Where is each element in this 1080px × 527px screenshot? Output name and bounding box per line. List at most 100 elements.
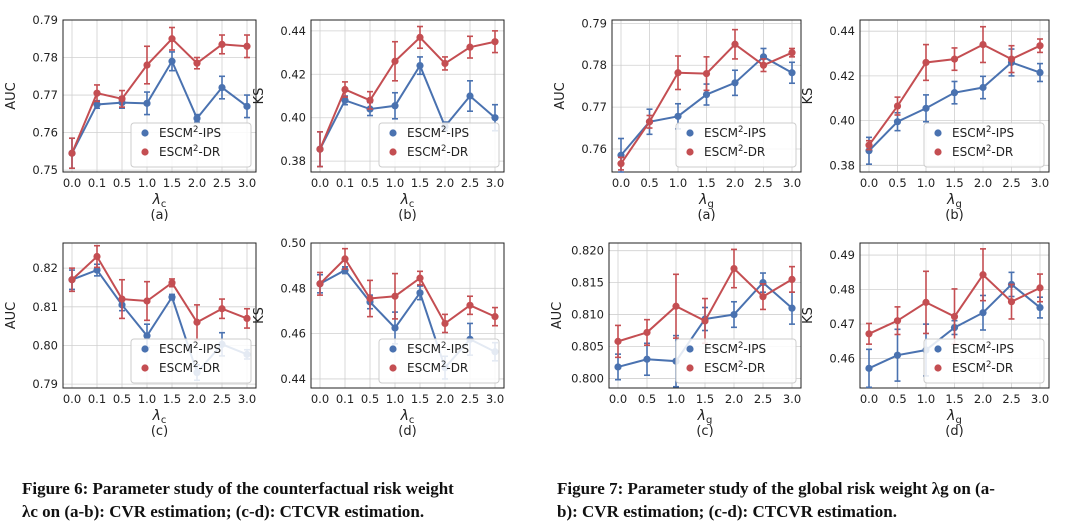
data-point [93,266,101,274]
y-axis-label: KS [252,307,267,324]
chart-f7b: 0.38 0.40 0.42 0.44 0.0 0.5 1.0 1.5 2.0 2.5 3.0 KS λ… [801,19,1050,223]
y-tick-label: 0.50 [280,236,306,250]
data-point [491,114,499,122]
data-point [168,57,176,65]
series-line-dr [71,254,248,324]
legend-marker [389,148,397,156]
x-axis-label: λc [400,408,415,426]
y-tick-label: 0.40 [280,111,306,125]
legend-marker [686,148,694,156]
x-tick-label: 1.0 [667,392,685,406]
x-tick-label: 0.0 [63,392,81,406]
data-point [922,58,930,67]
data-point [701,317,709,325]
x-tick-label: 3.0 [783,176,801,190]
plot-frame [62,242,257,389]
legend: ESCM2-IPS ESCM2-DR [675,338,797,384]
x-tick-label: 0.5 [638,392,656,406]
legend-label: ESCM2-IPS [159,125,221,140]
data-point [68,276,76,284]
x-axis-label: λg [698,192,714,210]
x-tick-label: 0.1 [336,176,354,190]
x-tick-label: 1.0 [386,176,404,190]
data-point [391,324,399,332]
legend-label: ESCM2-IPS [952,341,1014,356]
data-point [893,102,902,110]
legend-marker [389,364,397,372]
data-point [416,274,424,282]
plot-frame [310,242,505,389]
data-point [68,149,76,157]
data-point [674,69,682,77]
data-point [143,61,151,69]
legend-marker [934,364,942,372]
x-tick-label: 2.0 [436,176,454,190]
legend: ESCM2-IPS ESCM2-DR [130,338,252,384]
y-tick-label: 0.805 [571,339,604,353]
plot-frame [608,242,802,389]
y-axis-label: AUC [4,82,19,110]
chart-f7d: 0.46 0.47 0.48 0.49 0.0 0.5 1.0 1.5 2.0 2.5 3.0 KS λ… [801,242,1050,439]
x-tick-label: 1.5 [411,392,429,406]
x-tick-label: 2.5 [1002,392,1020,406]
legend-label: ESCM2-IPS [159,341,221,356]
x-tick-label: 1.0 [386,392,404,406]
series-line-dr [319,35,496,150]
data-point [1036,284,1044,292]
y-tick-label: 0.44 [280,24,306,38]
data-point [193,114,201,122]
data-point [243,102,251,110]
data-point [617,160,625,168]
data-point [441,59,449,68]
legend-marker [934,129,942,137]
data-point [491,313,499,321]
data-point [316,280,324,288]
data-point [730,310,738,319]
y-tick-label: 0.80 [32,338,58,352]
y-axis-label: AUC [4,302,19,330]
plot-frame [62,19,257,173]
data-point [143,297,151,305]
data-point [416,289,424,297]
legend-label: ESCM2-DR [159,144,220,159]
data-point [672,302,680,310]
legend-box [923,122,1045,168]
data-point [218,83,226,92]
plot-frame [859,19,1050,173]
data-point [979,309,987,317]
data-point [731,40,739,48]
x-tick-label: 3.0 [486,392,504,406]
y-tick-label: 0.820 [571,244,604,258]
panel-sublabel: (b) [398,208,416,223]
data-point [168,293,176,301]
x-tick-label: 3.0 [486,176,504,190]
y-axis-label: KS [801,307,816,324]
figure-6-caption-line-1: Figure 6: Parameter study of the counter… [22,479,454,498]
data-point [341,85,349,94]
x-tick-label: 1.5 [697,176,715,190]
data-point [1036,42,1044,50]
y-axis-label: AUC [550,302,565,330]
x-axis-label: λg [697,408,713,426]
y-tick-label: 0.46 [829,352,855,366]
chart-f6c: 0.79 0.80 0.81 0.82 0.0 0.1 0.5 1.0 1.5 2.0 2.5 3.0… [4,242,257,439]
y-tick-label: 0.47 [829,317,855,331]
x-tick-label: 2.0 [974,392,992,406]
data-point [193,59,201,67]
x-tick-label: 0.0 [860,176,878,190]
data-point [416,33,424,41]
legend-label: ESCM2-DR [704,360,765,375]
legend-marker [141,129,149,137]
data-point [788,69,796,77]
legend-label: ESCM2-DR [704,144,765,159]
x-tick-label: 0.5 [361,392,379,406]
legend-box [675,122,797,168]
data-point [893,351,902,359]
legend-label: ESCM2-DR [952,144,1013,159]
legend-marker [389,129,397,137]
data-point [491,38,499,46]
x-tick-label: 0.0 [63,176,81,190]
legend-marker [934,148,942,156]
x-axis-label: λc [400,192,415,210]
legend-label: ESCM2-IPS [952,125,1014,140]
